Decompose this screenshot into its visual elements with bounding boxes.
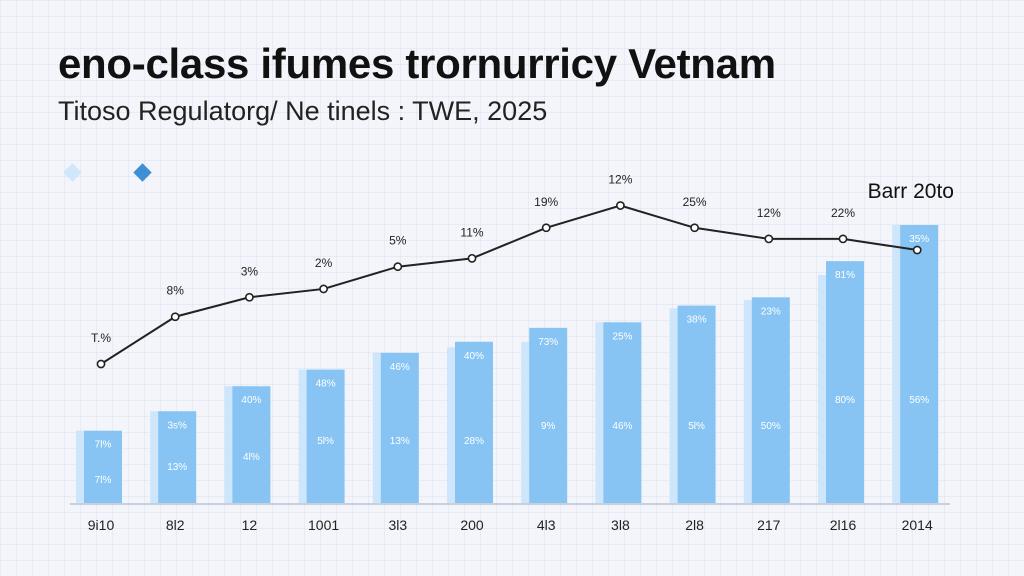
line-point [541, 223, 551, 233]
bar-label: 13% [390, 436, 410, 447]
x-tick-label: 8l2 [166, 517, 185, 533]
bar [380, 352, 419, 503]
bar [232, 386, 271, 503]
bar-label: 9% [541, 421, 556, 432]
bar-label: 46% [612, 421, 632, 432]
bar-label: 46% [390, 362, 410, 373]
bar-label: 5l% [688, 421, 705, 432]
bar [751, 297, 790, 503]
bar-label: 56% [909, 395, 929, 406]
x-tick-label: 3l8 [611, 517, 630, 533]
x-tick-label: 1001 [308, 517, 339, 533]
bar-label: 5l% [317, 436, 334, 447]
bar [603, 322, 642, 503]
x-tick-label: 2l16 [830, 517, 857, 533]
x-tick-label: 12 [242, 517, 258, 533]
x-tick-label: 2014 [902, 517, 933, 533]
bar-label: 73% [538, 337, 558, 348]
line-point [912, 245, 922, 255]
bar-label: 80% [835, 395, 855, 406]
bar-label: 23% [761, 306, 781, 317]
series-line [100, 204, 918, 365]
bar [158, 411, 197, 503]
bar-label: 4l% [243, 452, 260, 463]
line-point [467, 253, 477, 263]
bar-label: 25% [612, 331, 632, 342]
line-label: T.% [91, 331, 111, 345]
line-point [96, 359, 106, 369]
bar-label: 13% [167, 462, 187, 473]
line-point [244, 292, 254, 302]
line-point [319, 284, 328, 294]
bar-label: 48% [316, 379, 336, 390]
bar [455, 341, 493, 503]
line-label: 25% [683, 195, 707, 209]
bar-label: 28% [464, 436, 484, 447]
line-label: 22% [831, 206, 855, 220]
bar-label: 35% [909, 234, 929, 245]
line-label: 5% [389, 234, 407, 248]
bar [306, 369, 345, 503]
bar [826, 261, 864, 503]
line-label: 2% [315, 256, 333, 270]
line-label: 12% [608, 173, 632, 187]
x-tick-label: 4l3 [537, 517, 556, 533]
line-label: 11% [460, 225, 483, 239]
line-label: 19% [534, 195, 558, 209]
bar-label: 40% [241, 395, 261, 406]
chart-title: eno-class ifumes trornurricy Vetnam [58, 40, 776, 87]
line-point [393, 262, 403, 272]
line-point [690, 223, 699, 233]
line-label: 8% [167, 284, 185, 298]
bar-label: 7l% [95, 475, 112, 486]
line-point [616, 201, 625, 210]
bar-label: 50% [761, 421, 781, 432]
bar-label: 81% [835, 270, 855, 281]
bar [900, 225, 939, 503]
line-label: 3% [241, 264, 259, 278]
x-tick-label: 3l3 [388, 517, 407, 533]
bar-label: 3s% [167, 420, 187, 431]
legend-label: Barr 20to [867, 180, 954, 203]
x-tick-label: 200 [460, 517, 484, 533]
x-tick-label: 2l8 [685, 517, 704, 533]
bar [84, 430, 122, 503]
bar [529, 327, 568, 503]
chart-subtitle: Titoso Regulatorg/ Ne tinels : TWE, 2025 [58, 96, 548, 126]
bar [677, 305, 716, 503]
line-label: 12% [757, 206, 781, 220]
line-point [170, 312, 180, 322]
x-tick-label: 9i10 [88, 517, 115, 533]
bar-label: 40% [464, 351, 484, 362]
bar-label: 7l% [95, 440, 112, 451]
line-point [764, 234, 774, 244]
x-tick-label: 217 [757, 517, 781, 533]
line-point [838, 234, 848, 244]
bar-label: 38% [687, 315, 707, 326]
